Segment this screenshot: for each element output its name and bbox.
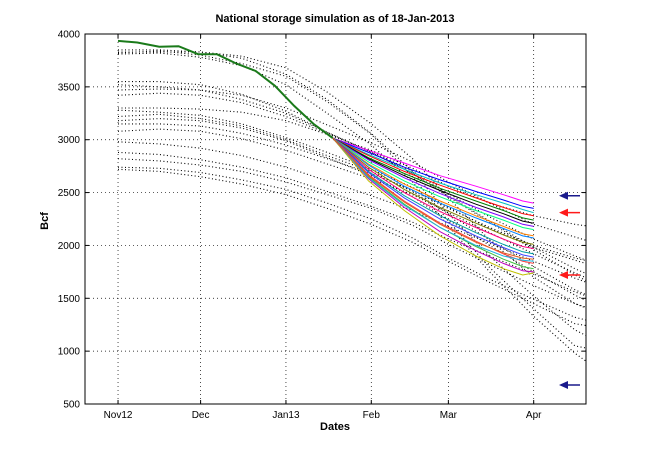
plot-area-frame xyxy=(84,33,587,405)
y-tick-label: 3500 xyxy=(58,82,81,93)
x-tick-label: Apr xyxy=(526,410,542,421)
forecast-series-line xyxy=(332,137,534,227)
historical-series-line xyxy=(118,123,586,262)
axis-ticks: 500 1000 1500 2000 2500 3000 3500 4000 Nov12 Dec J… xyxy=(58,30,586,421)
historical-series-line xyxy=(117,84,586,282)
red-level-arrow xyxy=(559,208,580,217)
historical-series-line xyxy=(117,141,586,283)
historical-series-line xyxy=(117,158,586,308)
historical-series-line xyxy=(117,113,586,296)
forecast-series-line xyxy=(332,137,534,239)
forecast-series-line xyxy=(332,137,534,221)
historical-series-line xyxy=(117,52,586,362)
forecast-series-line xyxy=(332,137,534,262)
actual-series-group xyxy=(117,39,334,139)
x-tick-label: Nov12 xyxy=(104,410,133,421)
forecast-series-line xyxy=(332,137,534,217)
historical-series-line xyxy=(117,109,586,265)
historical-series-line xyxy=(118,81,586,275)
y-tick-label: 3000 xyxy=(58,135,81,146)
grid-lines xyxy=(85,34,586,404)
y-tick-label: 1000 xyxy=(58,347,81,358)
y-tick-label: 2000 xyxy=(58,241,81,252)
forecast-series-line xyxy=(332,137,534,224)
x-tick-label: Jan13 xyxy=(272,410,300,421)
blue-level-arrow xyxy=(559,191,580,200)
forecast-series-line xyxy=(332,137,534,276)
historical-series-line xyxy=(117,118,586,302)
forecast-series-line xyxy=(332,137,534,204)
y-tick-label: 500 xyxy=(63,400,80,411)
blue-level-arrow xyxy=(559,380,580,389)
historical-series-line xyxy=(117,166,586,321)
y-axis-label: Bcf xyxy=(39,212,51,230)
y-tick-label: 2500 xyxy=(58,188,81,199)
historical-series-line xyxy=(117,168,586,327)
actual-series-line xyxy=(117,39,334,139)
x-tick-label: Mar xyxy=(440,410,458,421)
y-tick-label: 4000 xyxy=(58,30,81,41)
forecast-series-line xyxy=(332,137,534,273)
forecast-series-line xyxy=(332,137,534,264)
forecast-series-line xyxy=(332,137,534,214)
x-tick-label: Feb xyxy=(363,410,381,421)
x-tick-label: Dec xyxy=(192,410,210,421)
forecast-series-line xyxy=(332,137,534,260)
chart-title: National storage simulation as of 18-Jan… xyxy=(215,13,454,25)
forecast-series-group xyxy=(332,137,534,276)
forecast-series-line xyxy=(332,137,534,209)
x-axis-label: Dates xyxy=(320,421,350,433)
historical-series-line xyxy=(117,50,586,349)
level-markers xyxy=(559,191,580,389)
forecast-series-line xyxy=(332,137,534,237)
forecast-series-line xyxy=(332,137,534,255)
forecast-series-line xyxy=(332,137,534,250)
historical-series-line xyxy=(118,51,586,309)
forecast-series-line xyxy=(332,137,534,245)
red-level-arrow xyxy=(559,271,580,280)
historical-series-group xyxy=(117,49,586,362)
y-tick-label: 1500 xyxy=(58,294,81,305)
forecast-series-line xyxy=(332,137,534,258)
forecast-series-line xyxy=(332,137,534,231)
